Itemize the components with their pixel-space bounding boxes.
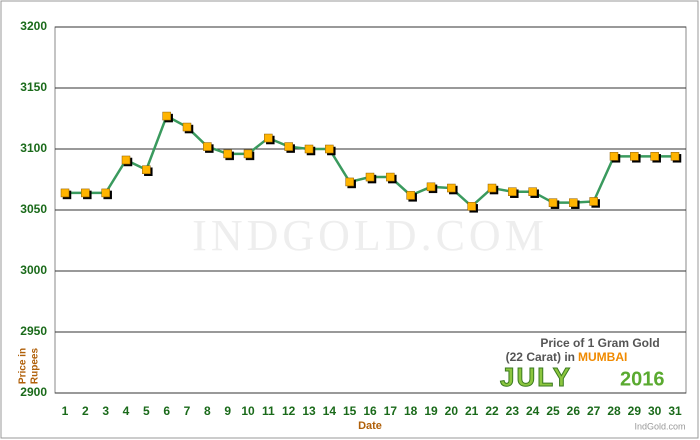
x-tick-label: 16 bbox=[363, 404, 377, 418]
x-tick-label: 6 bbox=[163, 404, 170, 418]
annotation: (22 Carat) in bbox=[506, 350, 575, 364]
marker bbox=[467, 202, 476, 211]
marker bbox=[243, 149, 253, 159]
marker bbox=[345, 177, 354, 187]
x-tick-label: 27 bbox=[587, 404, 601, 418]
marker bbox=[304, 144, 314, 154]
marker bbox=[81, 188, 90, 198]
marker bbox=[487, 183, 497, 193]
y-tick-label: 2900 bbox=[20, 385, 47, 399]
x-tick-label: 11 bbox=[262, 404, 275, 418]
x-tick-label: 3 bbox=[102, 404, 109, 418]
y-tick-label: 2950 bbox=[20, 324, 47, 338]
annotation-year: 2016 bbox=[620, 368, 665, 390]
marker bbox=[142, 165, 151, 174]
marker bbox=[589, 197, 598, 206]
marker bbox=[325, 144, 334, 154]
x-tick-label: 14 bbox=[323, 404, 337, 418]
marker bbox=[406, 191, 415, 200]
x-tick-label: 30 bbox=[648, 404, 662, 418]
y-tick-label: 3050 bbox=[20, 202, 47, 216]
marker bbox=[609, 152, 619, 161]
marker bbox=[528, 187, 537, 196]
marker bbox=[284, 142, 293, 151]
marker bbox=[203, 142, 212, 151]
x-tick-label: 2 bbox=[82, 404, 89, 418]
marker bbox=[650, 152, 659, 161]
x-tick-label: 15 bbox=[343, 404, 357, 418]
marker bbox=[365, 172, 375, 182]
marker bbox=[508, 187, 517, 196]
x-tick-label: 22 bbox=[485, 404, 499, 418]
annotation-site: IndGold.com bbox=[634, 421, 685, 431]
annotation-box bbox=[483, 333, 685, 392]
marker bbox=[101, 188, 110, 198]
x-tick-label: 24 bbox=[526, 404, 540, 418]
y-tick-label: 3150 bbox=[20, 80, 47, 94]
marker bbox=[121, 155, 131, 165]
marker bbox=[426, 182, 436, 192]
y-axis-label: Rupees bbox=[30, 348, 41, 385]
x-tick-label: 1 bbox=[62, 404, 69, 418]
x-tick-label: 26 bbox=[567, 404, 581, 418]
x-tick-label: 19 bbox=[424, 404, 438, 418]
x-tick-label: 5 bbox=[143, 404, 150, 418]
annotation-city: MUMBAI bbox=[578, 350, 627, 364]
x-tick-label: 12 bbox=[282, 404, 296, 418]
y-tick-label: 3200 bbox=[20, 19, 47, 33]
y-tick-label: 3000 bbox=[20, 263, 47, 277]
x-tick-label: 20 bbox=[445, 404, 459, 418]
x-tick-label: 7 bbox=[184, 404, 191, 418]
annotation: Price of 1 Gram Gold bbox=[540, 336, 659, 350]
x-tick-label: 29 bbox=[628, 404, 642, 418]
x-tick-label: 18 bbox=[404, 404, 418, 418]
marker bbox=[264, 133, 273, 143]
marker bbox=[670, 152, 680, 161]
marker bbox=[569, 198, 578, 207]
grid bbox=[55, 26, 686, 394]
y-axis-label: Price in bbox=[18, 348, 29, 384]
marker bbox=[223, 149, 232, 159]
x-tick-label: 28 bbox=[607, 404, 621, 418]
x-tick-label: 8 bbox=[204, 404, 211, 418]
marker bbox=[548, 198, 558, 207]
watermark: IndGold.com bbox=[192, 211, 548, 260]
y-tick-label: 3100 bbox=[20, 141, 47, 155]
annotation-month: JULY bbox=[500, 362, 572, 392]
x-tick-label: 10 bbox=[241, 404, 255, 418]
x-tick-label: 4 bbox=[123, 404, 130, 418]
marker bbox=[447, 183, 456, 193]
x-tick-label: 17 bbox=[384, 404, 398, 418]
marker bbox=[162, 111, 171, 121]
marker bbox=[386, 172, 395, 182]
marker bbox=[630, 152, 639, 161]
x-tick-label: 21 bbox=[465, 404, 479, 418]
x-tick-label: 23 bbox=[506, 404, 520, 418]
x-axis-label: Date bbox=[358, 420, 382, 432]
marker bbox=[182, 122, 192, 132]
x-tick-label: 9 bbox=[224, 404, 231, 418]
marker bbox=[60, 188, 70, 198]
x-tick-label: 25 bbox=[546, 404, 560, 418]
x-tick-label: 13 bbox=[302, 404, 316, 418]
x-tick-label: 31 bbox=[668, 404, 682, 418]
